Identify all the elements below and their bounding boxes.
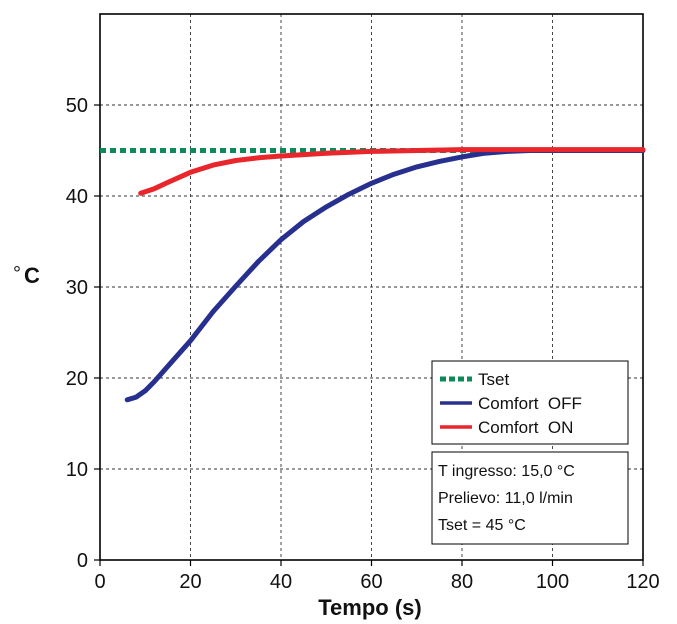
x-tick-label: 40 xyxy=(270,571,292,593)
x-tick-label: 0 xyxy=(94,571,105,593)
y-axis-label-degree: ° xyxy=(13,263,21,285)
x-tick-label: 80 xyxy=(451,571,473,593)
x-tick-label: 120 xyxy=(626,571,659,593)
series-lines xyxy=(100,147,646,403)
legend-label-comfort-off: Comfort OFF xyxy=(478,394,582,413)
info-box: T ingresso: 15,0 °C Prelievo: 11,0 l/min T… xyxy=(431,451,629,545)
x-tick-label: 100 xyxy=(536,571,569,593)
y-tick-label: 0 xyxy=(77,550,88,572)
info-box-frame xyxy=(431,451,629,545)
y-axis-label-unit: C xyxy=(24,263,40,288)
info-box-line: T ingresso: 15,0 °C xyxy=(438,463,575,480)
legend-label-tset: Tset xyxy=(478,370,509,389)
series-line-comfort-on xyxy=(138,147,646,196)
y-tick-label: 20 xyxy=(66,368,88,390)
y-tick-label: 50 xyxy=(66,95,88,117)
x-axis-label: Tempo (s) xyxy=(318,595,421,620)
info-box-line: Prelievo: 11,0 l/min xyxy=(438,490,573,507)
y-axis-label: ° C xyxy=(13,263,40,288)
x-tick-label: 20 xyxy=(179,571,201,593)
axis-ticks: 0 20 40 60 80 100 120 0 10 20 30 40 50 xyxy=(66,95,660,593)
x-tick-label: 60 xyxy=(360,571,382,593)
y-tick-label: 30 xyxy=(66,277,88,299)
info-box-line: Tset = 45 °C xyxy=(438,517,526,534)
y-tick-label: 10 xyxy=(66,459,88,481)
legend: Tset Comfort OFF Comfort ON xyxy=(431,360,629,445)
y-tick-label: 40 xyxy=(66,186,88,208)
legend-label-comfort-on: Comfort ON xyxy=(478,418,573,437)
